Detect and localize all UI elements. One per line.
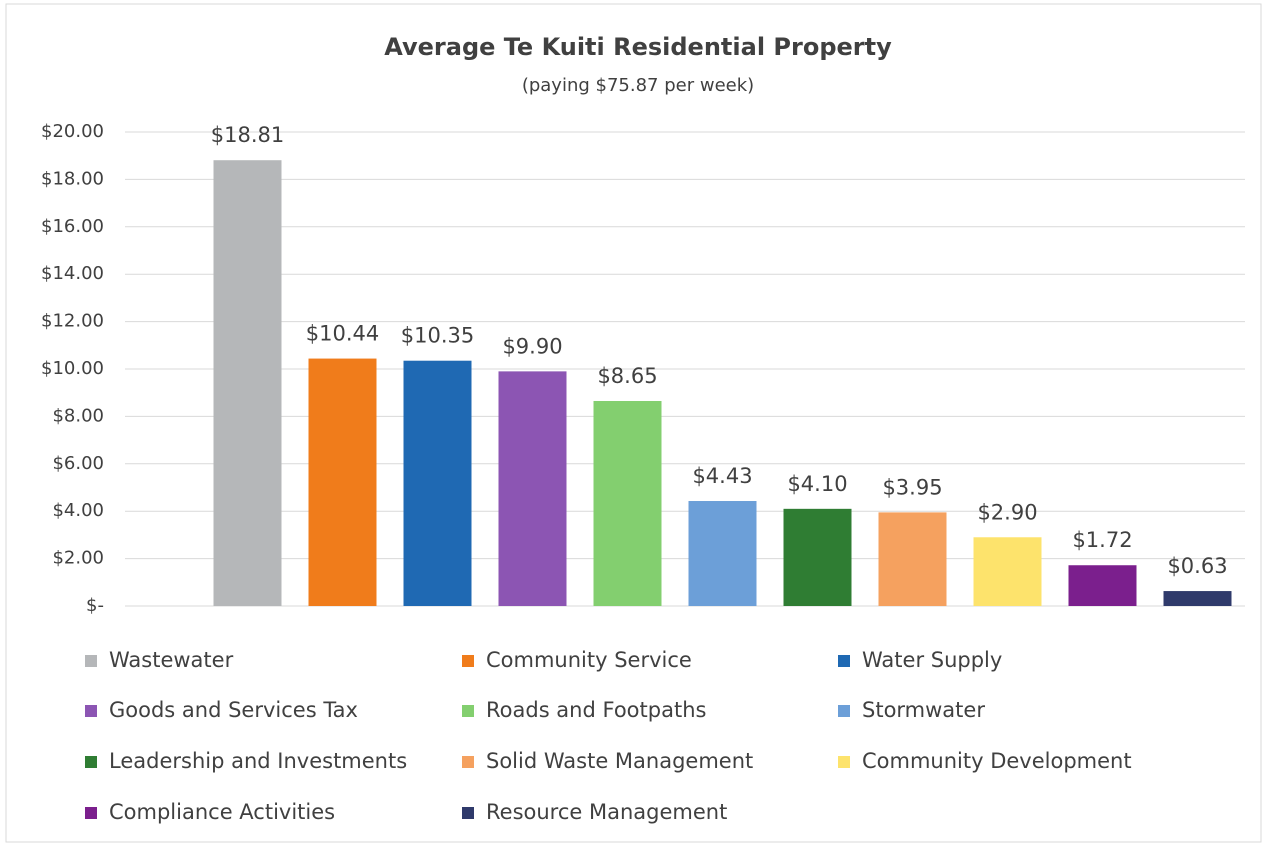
legend-label: Solid Waste Management	[486, 749, 753, 773]
bar	[308, 358, 377, 606]
legend-label: Resource Management	[486, 800, 727, 824]
legend-swatch	[462, 655, 474, 667]
data-label: $8.65	[597, 364, 657, 388]
legend-swatch	[838, 655, 850, 667]
bar	[688, 501, 757, 606]
y-tick-label: $14.00	[41, 263, 104, 284]
legend-label: Compliance Activities	[109, 800, 335, 824]
bar	[1068, 565, 1137, 606]
y-tick-label: $18.00	[41, 168, 104, 189]
data-label: $10.44	[306, 322, 379, 346]
legend-swatch	[462, 756, 474, 768]
legend-swatch	[462, 705, 474, 717]
y-tick-label: $20.00	[41, 121, 104, 142]
legend-swatch	[85, 807, 97, 819]
y-tick-label: $6.00	[52, 453, 104, 474]
data-label: $0.63	[1167, 554, 1227, 578]
legend-swatch	[838, 705, 850, 717]
legend-label: Leadership and Investments	[109, 749, 407, 773]
legend-swatch	[85, 705, 97, 717]
legend-label: Water Supply	[862, 648, 1002, 672]
bar	[593, 400, 662, 606]
bar	[213, 160, 282, 606]
y-tick-label: $4.00	[52, 500, 104, 521]
legend-swatch	[838, 756, 850, 768]
data-label: $18.81	[211, 123, 284, 147]
bar	[403, 360, 472, 606]
bar	[498, 371, 567, 606]
chart-title: Average Te Kuiti Residential Property	[384, 33, 892, 61]
data-label: $1.72	[1072, 528, 1132, 552]
legend-label: Goods and Services Tax	[109, 698, 358, 722]
legend-label: Wastewater	[109, 648, 234, 672]
y-tick-label: $8.00	[52, 405, 104, 426]
y-tick-label: $-	[86, 595, 104, 616]
y-tick-label: $2.00	[52, 548, 104, 569]
legend-label: Community Service	[486, 648, 692, 672]
data-label: $3.95	[882, 475, 942, 499]
y-tick-label: $16.00	[41, 216, 104, 237]
bar	[783, 508, 852, 606]
bar	[1163, 591, 1232, 606]
bar	[878, 512, 947, 606]
data-label: $2.90	[977, 500, 1037, 524]
legend-label: Stormwater	[862, 698, 985, 722]
y-tick-label: $12.00	[41, 311, 104, 332]
legend-swatch	[85, 756, 97, 768]
legend-label: Community Development	[862, 749, 1132, 773]
legend-label: Roads and Footpaths	[486, 698, 706, 722]
y-tick-label: $10.00	[41, 358, 104, 379]
legend-swatch	[462, 807, 474, 819]
chart-subtitle: (paying $75.87 per week)	[522, 75, 754, 96]
bar	[973, 537, 1042, 606]
data-label: $4.10	[787, 472, 847, 496]
legend-swatch	[85, 655, 97, 667]
data-label: $4.43	[692, 464, 752, 488]
data-label: $9.90	[502, 334, 562, 358]
data-label: $10.35	[401, 324, 474, 348]
